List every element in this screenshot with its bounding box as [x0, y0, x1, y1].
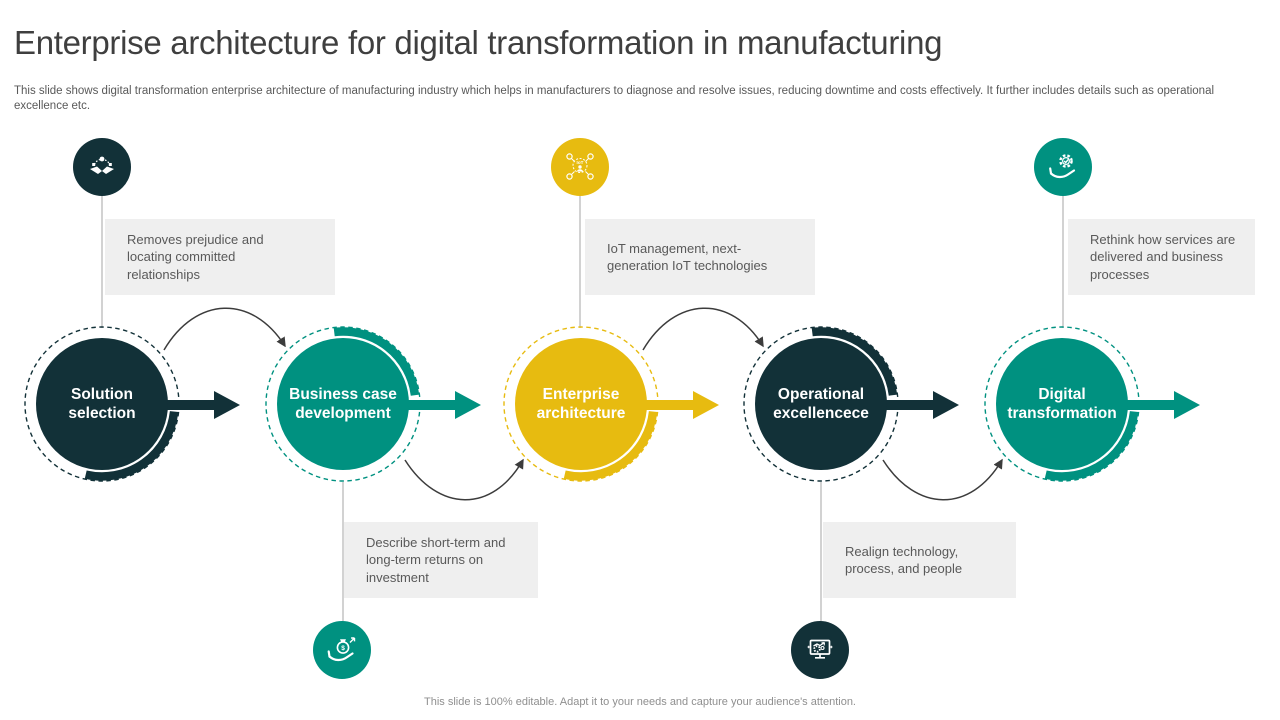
svg-text:$: $ — [341, 645, 345, 652]
step-circle-operational-excellence — [755, 338, 887, 470]
money-bag-hand-icon: $ — [327, 637, 356, 662]
monitor-gears-icon — [807, 639, 833, 659]
step-progress-arc — [1044, 411, 1139, 481]
callout-text: Rethink how services are delivered and b… — [1090, 231, 1236, 282]
step-progress-arc — [84, 411, 179, 481]
step-circle-solution-selection — [36, 338, 168, 470]
step-label-digital-transformation: Digital transformation — [1007, 386, 1117, 422]
step-label-solution-selection: Solution selection — [68, 386, 136, 422]
step-circle-business-case — [277, 338, 409, 470]
callout-box: Rethink how services are delivered and b… — [1068, 219, 1255, 295]
callout-box: Removes prejudice and locating committed… — [105, 219, 335, 295]
curved-flow-arrow — [163, 307, 286, 351]
hand-gear-check-icon — [1034, 138, 1092, 196]
step-progress-arc — [563, 411, 658, 481]
handshake-network-icon — [90, 156, 114, 174]
curved-flow-arrow — [882, 458, 1003, 501]
svg-text:IoT: IoT — [577, 160, 584, 165]
flow-arrow-head — [933, 391, 959, 419]
callout-text: Removes prejudice and locating committed… — [127, 231, 264, 282]
slide-description: This slide shows digital transformation … — [14, 85, 1215, 112]
step-label-enterprise-architecture: Enterprise architecture — [536, 386, 626, 422]
callout-box: Describe short-term and long-term return… — [344, 522, 538, 598]
curved-flow-arrow — [404, 458, 524, 501]
curved-flow-arrow — [642, 307, 764, 351]
callout-box: IoT management, next-generation IoT tech… — [585, 219, 815, 295]
money-bag-hand-icon: $ — [313, 621, 371, 679]
callout-box: Realign technology, process, and people — [823, 522, 1016, 598]
step-label-operational-excellence: Operational excellencece — [773, 386, 869, 422]
footer-note: This slide is 100% editable. Adapt it to… — [424, 696, 856, 708]
handshake-network-icon — [73, 138, 131, 196]
callout-text: IoT management, next-generation IoT tech… — [607, 240, 768, 274]
flow-arrow-head — [214, 391, 240, 419]
page-title: Enterprise architecture for digital tran… — [14, 24, 943, 61]
step-circle-digital-transformation — [996, 338, 1128, 470]
step-progress-arc — [333, 327, 420, 396]
callout-text: Realign technology, process, and people — [845, 543, 963, 577]
flow-arrow-head — [1174, 391, 1200, 419]
iot-devices-icon: IoT — [551, 138, 609, 196]
monitor-gears-icon — [791, 621, 849, 679]
step-label-business-case: Business case development — [289, 386, 397, 422]
step-progress-arc — [811, 327, 898, 396]
callout-text: Describe short-term and long-term return… — [366, 534, 506, 585]
flow-arrow-head — [455, 391, 481, 419]
hand-gear-check-icon — [1049, 154, 1076, 179]
step-circle-enterprise-architecture — [515, 338, 647, 470]
flow-arrow-head — [693, 391, 719, 419]
iot-devices-icon: IoT — [566, 153, 594, 180]
